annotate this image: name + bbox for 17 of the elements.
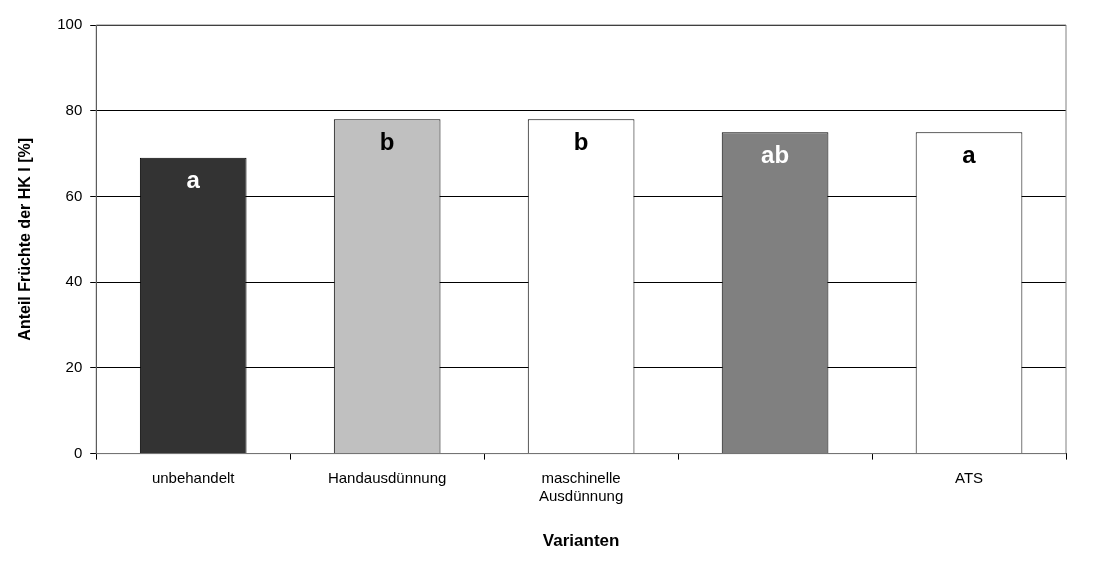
data-label: a <box>186 166 201 194</box>
data-label: ab <box>761 140 790 168</box>
y-tick-label: 80 <box>65 100 83 118</box>
x-tick-label: Handausdünnung <box>327 468 447 486</box>
x-axis-title: Varianten <box>542 531 620 551</box>
x-tick-label: maschinelle Ausdünnung <box>538 468 624 504</box>
data-label: b <box>573 127 589 155</box>
data-label: a <box>962 140 977 168</box>
y-tick-label: 40 <box>65 272 83 290</box>
y-tick-label: 0 <box>73 443 83 461</box>
y-axis-title: Anteil Früchte der HK I [%] <box>16 137 34 341</box>
data-label: b <box>379 127 395 155</box>
y-tick-label: 20 <box>65 358 83 376</box>
x-tick-label: ATS <box>954 468 984 486</box>
y-tick-label: 60 <box>65 186 83 204</box>
x-tick-label: unbehandelt <box>151 468 236 486</box>
y-tick-label: 100 <box>57 15 83 33</box>
